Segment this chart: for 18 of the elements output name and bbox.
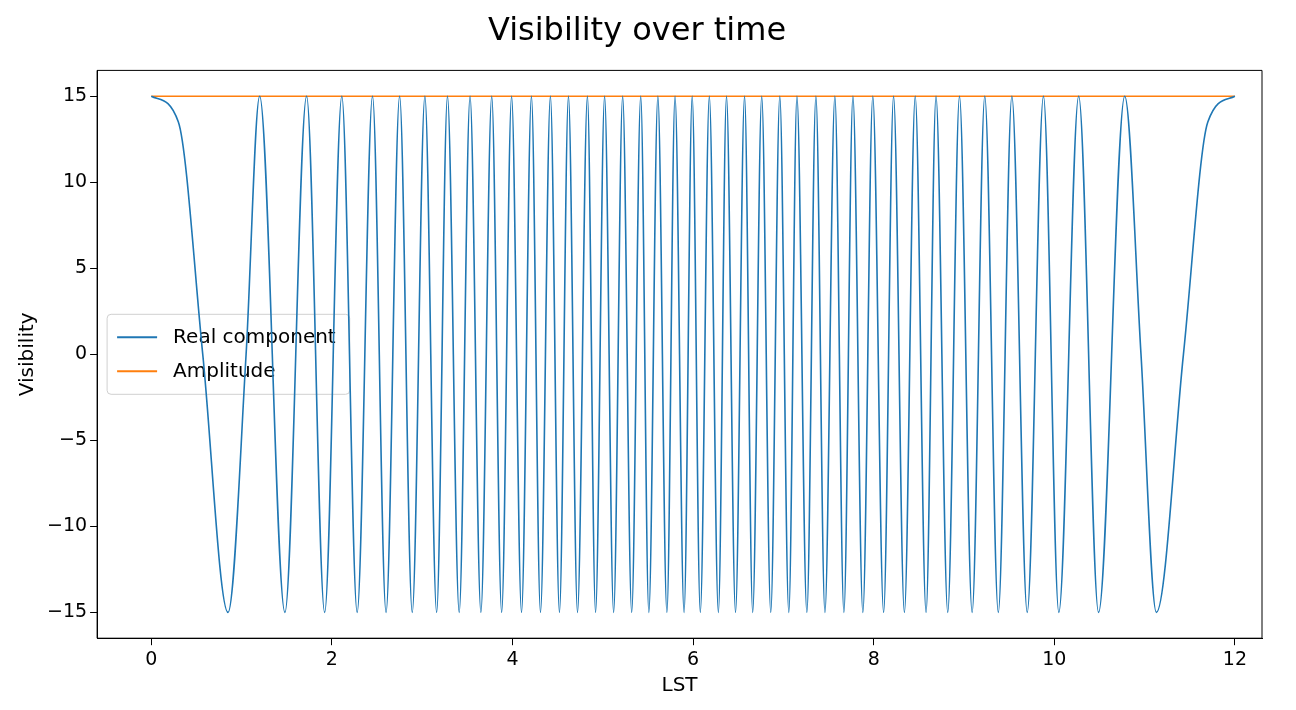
x-axis-title: LST [661,672,699,697]
x-tick-label: 4 [506,646,519,669]
y-axis-title: Visibility [14,312,39,397]
y-tick-label: −10 [46,513,88,536]
x-tick-label: 6 [687,646,700,669]
chart-title: Visibility over time [487,9,787,48]
y-tick-label: 10 [62,169,88,192]
line-series [150,95,1236,614]
x-tick-label: 10 [1042,646,1067,669]
x-tick-label: 0 [145,646,158,669]
y-tick-label: −5 [59,427,88,450]
y-tick-label: 15 [62,83,88,106]
x-tick-label: 12 [1222,646,1247,669]
y-tick-label: −15 [46,599,88,622]
y-tick-label: 5 [75,255,88,278]
x-tick-label: 2 [325,646,338,669]
y-tick-label: 0 [75,341,88,364]
x-tick-label: 8 [867,646,880,669]
